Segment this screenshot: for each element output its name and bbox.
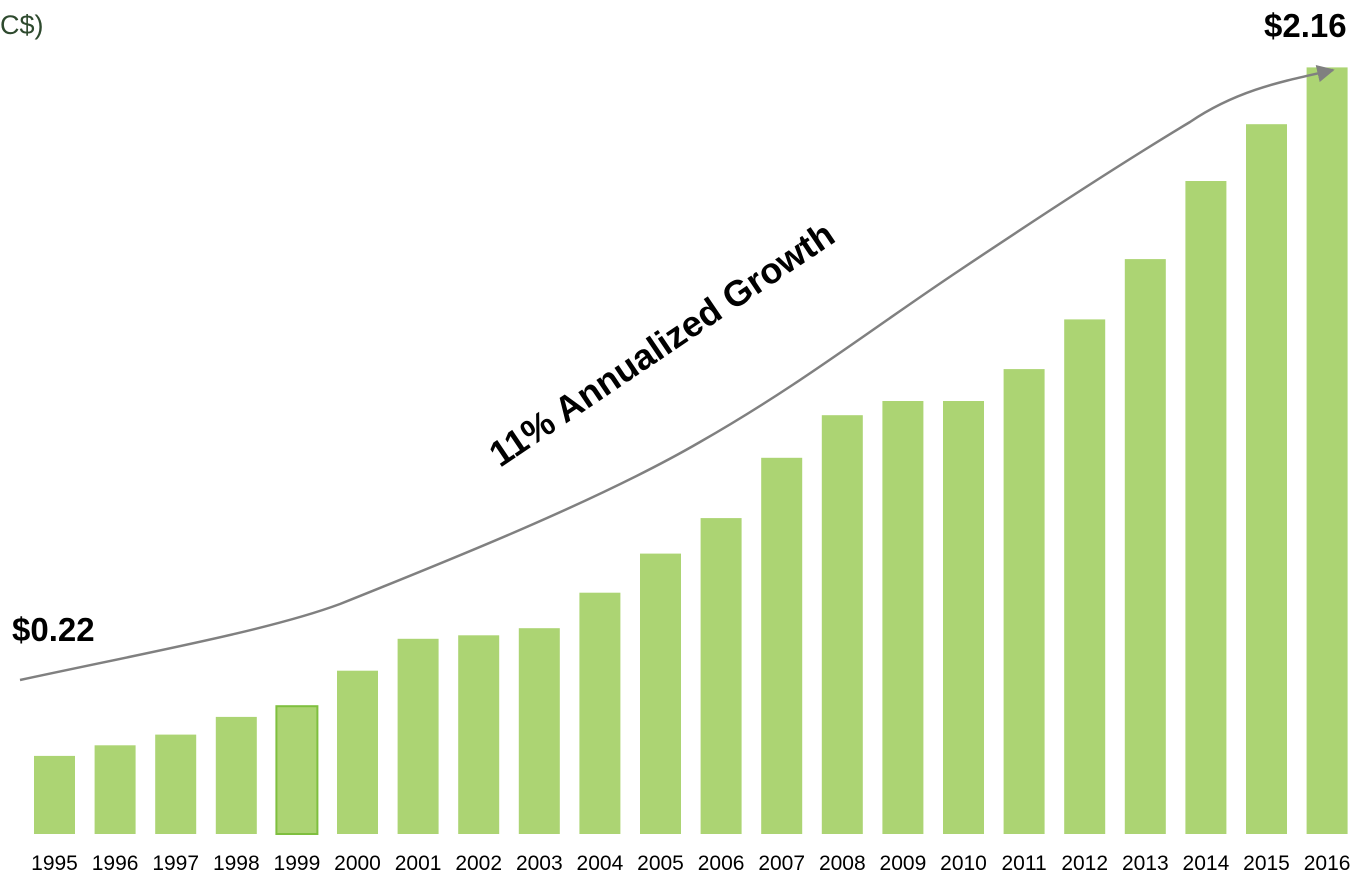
- x-tick-label-2003: 2003: [516, 852, 563, 875]
- x-tick-label-2013: 2013: [1122, 852, 1169, 875]
- bar-2006: [700, 518, 742, 834]
- bar-2016: [1306, 67, 1348, 834]
- bar-1995: [34, 755, 75, 834]
- bar-2013: [1124, 259, 1166, 835]
- bar-1999: [275, 705, 319, 836]
- bar-1996: [94, 745, 136, 834]
- x-tick-label-1996: 1996: [92, 852, 139, 875]
- bar-2000: [337, 670, 378, 834]
- x-tick-label-2008: 2008: [819, 852, 866, 875]
- bar-2003: [518, 628, 560, 834]
- x-tick-label-2015: 2015: [1243, 852, 1290, 875]
- bar-2012: [1064, 319, 1106, 834]
- end-value-callout: $2.16: [1264, 7, 1347, 44]
- bar-group: [34, 67, 1348, 836]
- bar-2001: [397, 638, 439, 834]
- x-tick-label-2009: 2009: [880, 852, 927, 875]
- x-tick-label-2004: 2004: [577, 852, 624, 875]
- x-tick-label-1997: 1997: [152, 852, 199, 875]
- x-tick-label-2011: 2011: [1002, 852, 1047, 875]
- x-tick-label-2016: 2016: [1304, 852, 1351, 875]
- x-tick-label-2007: 2007: [758, 852, 805, 875]
- growth-trend-arrow: [19, 65, 1335, 682]
- x-tick-label-1999: 1999: [274, 852, 321, 875]
- start-value-callout: $0.22: [12, 611, 95, 648]
- bar-2002: [458, 635, 500, 834]
- chart-title-fragment: C$): [0, 10, 44, 40]
- bar-1998: [215, 716, 257, 834]
- x-tick-label-2010: 2010: [940, 852, 987, 875]
- bar-2010: [943, 401, 984, 834]
- x-tick-label-1995: 1995: [31, 852, 78, 875]
- x-tick-label-2006: 2006: [698, 852, 745, 875]
- bar-2014: [1185, 181, 1227, 834]
- bar-2004: [579, 592, 621, 834]
- x-tick-label-2014: 2014: [1183, 852, 1230, 875]
- bar-2011: [1003, 369, 1045, 834]
- bar-2008: [821, 415, 863, 834]
- growth-annotation: 11% Annualized Growth: [482, 213, 842, 474]
- x-tick-label-2002: 2002: [455, 852, 502, 875]
- x-tick-label-2012: 2012: [1061, 852, 1108, 875]
- bar-1997: [155, 734, 197, 834]
- bar-2009: [882, 401, 924, 834]
- bar-2005: [640, 553, 681, 834]
- bar-2007: [761, 457, 803, 834]
- x-tick-label-2005: 2005: [637, 852, 684, 875]
- x-tick-label-2000: 2000: [334, 852, 381, 875]
- x-tick-label-2001: 2001: [395, 852, 442, 875]
- x-tick-label-1998: 1998: [213, 852, 260, 875]
- bar-2015: [1246, 124, 1287, 834]
- x-axis-tick-labels: 1995 1996 1997 1998 1999 2000 2001 2002 2003 2004…: [31, 852, 1350, 875]
